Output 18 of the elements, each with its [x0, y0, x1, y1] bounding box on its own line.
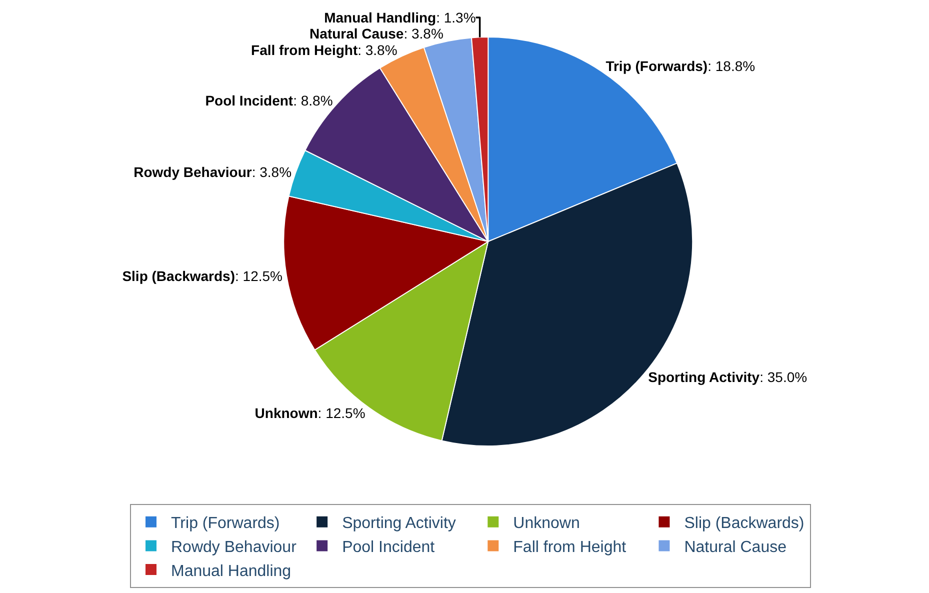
legend-label: Trip (Forwards): [171, 515, 280, 532]
slice-label: Trip (Forwards): [606, 58, 708, 74]
slice-label: Pool Incident: [205, 92, 294, 108]
slice-label: Manual Handling: [324, 9, 436, 26]
slice-label: Unknown: [254, 405, 318, 422]
legend-label: Manual Handling: [171, 562, 292, 580]
slice-label: Rowdy Behaviour: [134, 164, 252, 180]
legend-label: Rowdy Behaviour: [171, 538, 298, 556]
legend-label: Pool Incident: [342, 538, 436, 556]
legend-label: Fall from Height: [513, 538, 627, 556]
slice-label: Slip (Backwards): [122, 268, 236, 284]
legend-label: Sporting Activity: [342, 515, 456, 532]
legend-label: Unknown: [513, 515, 580, 532]
legend-label: Slip (Backwards): [684, 515, 804, 532]
slice-label: Natural Cause: [310, 25, 404, 42]
legend-label: Natural Cause: [684, 538, 787, 556]
slice-label: Sporting Activity: [648, 369, 760, 386]
slice-label: Fall from Height: [251, 42, 358, 58]
